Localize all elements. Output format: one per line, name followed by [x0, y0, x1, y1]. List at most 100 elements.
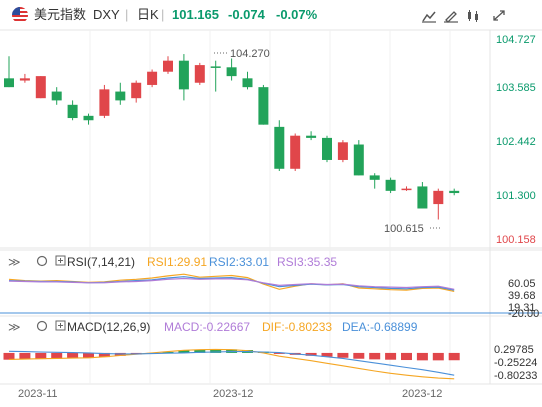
macd-bar [3, 352, 15, 360]
macd-bar [67, 352, 79, 359]
macd-bar [448, 352, 460, 361]
separator: | [161, 7, 165, 22]
macd-bar [353, 352, 365, 359]
macd-line-dea [8, 350, 455, 376]
candle-body [337, 142, 348, 160]
price-change-percent: -0.07% [276, 7, 318, 22]
expand-icon[interactable] [55, 320, 66, 331]
macd-axis: 0.29785 -0.25224 -0.80233 [494, 344, 537, 382]
candle-body [19, 78, 30, 81]
macd-bar [432, 352, 444, 361]
macd-bar [416, 352, 428, 361]
macd-bar [369, 352, 381, 360]
high-marker-label: 104.270 [230, 48, 270, 60]
macd-panel-header: ≫ MACD(12,26,9) MACD:-0.22667 DIF:-0.802… [8, 320, 418, 334]
rsi-tick: 60.05 [508, 278, 536, 290]
macd-lines [8, 348, 455, 380]
price-tick: 100.158 [496, 234, 536, 246]
candle-body [115, 91, 126, 101]
candle-body [306, 135, 317, 138]
price-tick: 103.585 [496, 82, 536, 94]
macd-histogram [3, 349, 460, 361]
candle-body [35, 76, 46, 99]
candle-body [67, 104, 78, 119]
candlestick-icon[interactable] [465, 9, 481, 23]
rsi-tick: 39.68 [508, 290, 536, 302]
collapse-icon[interactable]: ≫ [8, 255, 21, 269]
macd-bar [385, 352, 397, 360]
candle-body [449, 190, 460, 194]
candle-body [401, 188, 412, 191]
rsi-tick: -20.00 [508, 308, 539, 320]
macd-bar [305, 352, 317, 356]
dif-value: DIF:-0.80233 [262, 320, 332, 334]
candle-body [210, 66, 221, 68]
flag-us-icon [12, 7, 28, 23]
macd-bar [19, 352, 31, 360]
candle-body [322, 137, 332, 160]
macd-bar [98, 352, 110, 358]
candle-body [258, 87, 269, 125]
candle-body [353, 144, 364, 176]
candle-body [178, 60, 189, 90]
candle-body [147, 71, 158, 85]
macd-tick: 0.29785 [494, 344, 534, 356]
collapse-icon[interactable]: ≫ [8, 320, 21, 334]
macd-bar [162, 351, 174, 353]
macd-bar [35, 352, 47, 360]
candle-body [433, 190, 444, 205]
macd-tick: -0.25224 [494, 357, 537, 369]
draw-tool-icon[interactable] [443, 9, 459, 23]
candle-body [163, 60, 173, 72]
candle-body [226, 67, 237, 77]
macd-bar [51, 352, 63, 359]
rsi-tick: 19.31 [508, 302, 536, 314]
time-tick: 2023-11 [18, 388, 58, 400]
low-marker: 100.615 [384, 223, 442, 235]
instrument-name: 美元指数 [34, 7, 87, 22]
last-price: 101.165 [172, 7, 219, 22]
candle-body [242, 78, 253, 88]
candle-body [417, 186, 428, 209]
rsi-panel-header: ≫ RSI(7,14,21) RSI1:29.91 RSI2:33.01 RSI… [8, 255, 337, 269]
candle-body [290, 135, 301, 169]
candle-body [4, 78, 14, 88]
rsi2-value: RSI2:33.01 [209, 255, 269, 269]
period-selector[interactable]: 日K [137, 7, 159, 22]
fullscreen-icon[interactable] [491, 9, 507, 23]
low-marker-label: 100.615 [384, 223, 424, 235]
high-marker: 104.270 [214, 48, 270, 60]
rsi1-value: RSI1:29.91 [147, 255, 207, 269]
rsi-lines [8, 273, 455, 292]
price-axis: 104.727 103.585 102.442 101.300 100.158 [496, 34, 536, 246]
instrument-symbol: DXY [93, 7, 120, 22]
candle-body [131, 82, 142, 99]
macd-bar [194, 349, 206, 353]
chart-header: 美元指数 DXY | 日K | 101.165 -0.074 -0.07% [0, 0, 542, 30]
macd-bar [178, 350, 190, 353]
settings-icon[interactable] [36, 320, 48, 332]
settings-icon[interactable] [36, 255, 48, 267]
candle-body [194, 65, 205, 83]
time-tick: 2023-12 [402, 388, 442, 400]
candle-body [385, 179, 396, 191]
line-chart-icon[interactable] [421, 9, 437, 23]
macd-value: MACD:-0.22667 [164, 320, 250, 334]
macd-bar [273, 352, 285, 354]
price-tick: 102.442 [496, 136, 536, 148]
dea-value: DEA:-0.68899 [342, 320, 418, 334]
candle-body [274, 126, 285, 169]
separator: | [125, 7, 129, 22]
time-tick: 2023-12 [213, 388, 253, 400]
macd-line-dif [8, 348, 455, 380]
macd-title: MACD(12,26,9) [67, 320, 150, 334]
candle-body [83, 115, 94, 121]
macd-bar [401, 352, 412, 361]
price-tick: 101.300 [496, 190, 536, 202]
candle-body [369, 175, 380, 180]
candle-body [51, 91, 62, 101]
chart-grid [0, 29, 542, 385]
macd-bar [321, 352, 333, 357]
expand-icon[interactable] [55, 255, 66, 266]
